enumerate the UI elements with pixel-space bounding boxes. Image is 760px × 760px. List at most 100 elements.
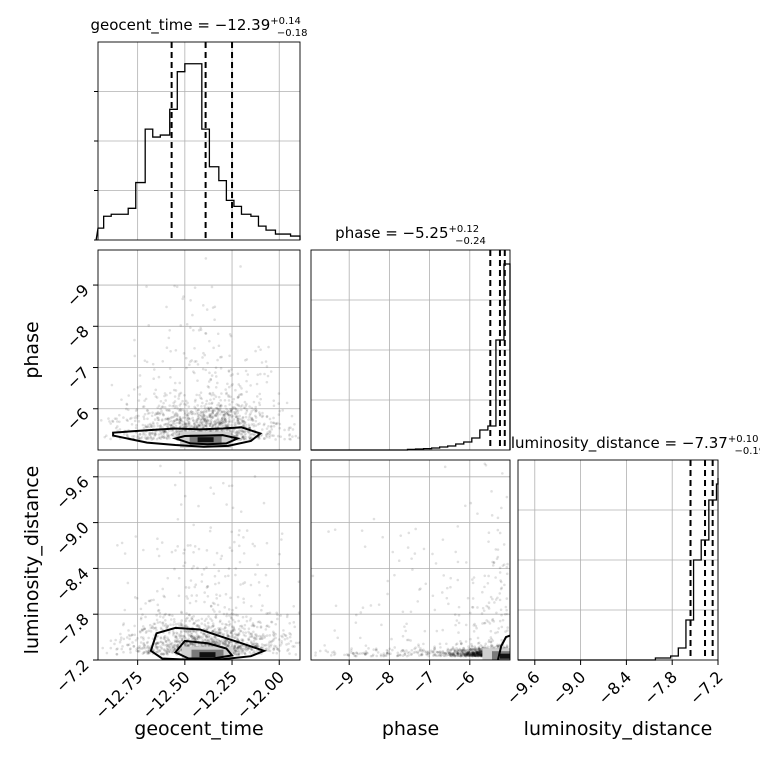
sample-point bbox=[182, 420, 185, 424]
sample-point bbox=[125, 433, 129, 437]
sample-point bbox=[268, 432, 272, 435]
sample-point bbox=[122, 416, 125, 419]
sample-point bbox=[178, 381, 182, 385]
sample-point bbox=[258, 413, 262, 416]
sample-point bbox=[473, 653, 476, 657]
sample-point bbox=[186, 422, 190, 425]
sample-point bbox=[498, 643, 501, 647]
sample-point bbox=[170, 429, 173, 432]
sample-point bbox=[458, 648, 461, 652]
sample-point bbox=[391, 648, 394, 652]
sample-point bbox=[189, 425, 193, 428]
sample-point bbox=[208, 415, 212, 418]
sample-point bbox=[194, 635, 197, 638]
sample-point bbox=[203, 644, 206, 647]
sample-point bbox=[287, 428, 291, 432]
sample-point bbox=[279, 614, 282, 617]
sample-point bbox=[184, 624, 187, 628]
sample-point bbox=[173, 422, 176, 426]
sample-point bbox=[122, 650, 125, 654]
sample-point bbox=[489, 640, 493, 644]
sample-point bbox=[265, 427, 269, 430]
sample-point bbox=[172, 415, 176, 418]
sample-point bbox=[158, 611, 162, 615]
sample-point bbox=[456, 652, 460, 656]
sample-point bbox=[478, 647, 482, 651]
sample-point bbox=[308, 641, 311, 644]
sample-point bbox=[382, 652, 386, 655]
sample-point bbox=[249, 583, 253, 587]
sample-point bbox=[202, 413, 205, 417]
sample-point bbox=[175, 430, 178, 434]
sample-point bbox=[223, 429, 226, 432]
sample-point bbox=[207, 636, 211, 639]
sample-point bbox=[497, 645, 500, 649]
sample-point bbox=[145, 649, 149, 653]
sample-point bbox=[431, 651, 435, 654]
sample-point bbox=[440, 591, 444, 594]
sample-point bbox=[455, 651, 459, 654]
sample-point bbox=[331, 651, 334, 654]
sample-point bbox=[137, 420, 141, 423]
sample-point bbox=[471, 645, 474, 648]
sample-point bbox=[254, 644, 258, 648]
sample-point bbox=[236, 433, 239, 436]
sample-point bbox=[487, 640, 491, 644]
sample-point bbox=[157, 375, 161, 379]
sample-point bbox=[506, 645, 509, 649]
sample-point bbox=[237, 533, 241, 537]
sample-point bbox=[176, 637, 179, 641]
sample-point bbox=[183, 413, 187, 416]
sample-point bbox=[214, 423, 217, 427]
sample-point bbox=[248, 431, 251, 434]
sample-point bbox=[157, 608, 161, 612]
sample-point bbox=[425, 653, 429, 657]
sample-point bbox=[470, 648, 474, 652]
sample-point bbox=[190, 567, 194, 570]
sample-point bbox=[272, 416, 275, 420]
sample-point bbox=[175, 412, 179, 416]
sample-point bbox=[286, 649, 289, 652]
sample-point bbox=[240, 432, 244, 436]
sample-point bbox=[174, 424, 178, 428]
luminosity_distance-xlabel: luminosity_distance bbox=[524, 718, 713, 740]
sample-point bbox=[147, 423, 150, 427]
sample-point bbox=[184, 637, 187, 640]
sample-point bbox=[161, 641, 165, 645]
sample-point bbox=[333, 629, 336, 632]
sample-point bbox=[151, 411, 154, 414]
luminosity_distance-title: luminosity_distance = −7.37+0.10−0.19 bbox=[511, 434, 760, 457]
sample-point bbox=[212, 641, 216, 644]
sample-point bbox=[474, 650, 478, 654]
sample-point bbox=[207, 406, 211, 410]
sample-point bbox=[478, 652, 481, 656]
sample-point bbox=[491, 644, 494, 648]
sample-point bbox=[490, 644, 494, 648]
sample-point bbox=[236, 638, 240, 641]
sample-point bbox=[237, 619, 240, 623]
sample-point bbox=[483, 644, 487, 648]
sample-point bbox=[220, 554, 224, 558]
sample-point bbox=[197, 618, 200, 622]
sample-point bbox=[237, 631, 241, 635]
sample-point bbox=[223, 626, 227, 629]
sample-point bbox=[491, 619, 494, 622]
sample-point bbox=[242, 536, 245, 539]
sample-point bbox=[234, 613, 238, 617]
sample-point bbox=[139, 630, 142, 634]
sample-point bbox=[269, 640, 273, 644]
sample-point bbox=[453, 654, 457, 658]
sample-point bbox=[449, 652, 452, 656]
sample-point bbox=[173, 640, 177, 644]
sample-point bbox=[268, 434, 271, 438]
sample-point bbox=[82, 649, 85, 652]
sample-point bbox=[345, 653, 349, 656]
sample-point bbox=[137, 399, 141, 402]
sample-point bbox=[273, 644, 276, 648]
sample-point bbox=[138, 432, 142, 436]
sample-point bbox=[203, 619, 207, 623]
sample-point bbox=[158, 411, 162, 415]
sample-point bbox=[161, 405, 165, 409]
sample-point bbox=[99, 419, 103, 422]
sample-point bbox=[177, 433, 180, 437]
